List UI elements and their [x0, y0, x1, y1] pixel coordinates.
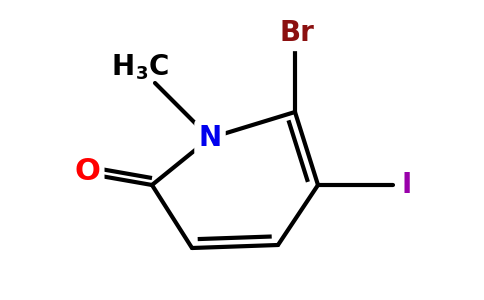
Text: H: H: [112, 53, 135, 81]
Text: O: O: [74, 157, 100, 185]
Text: C: C: [149, 53, 169, 81]
Text: N: N: [198, 124, 222, 152]
Text: Br: Br: [280, 19, 315, 47]
Text: 3: 3: [136, 65, 149, 83]
Text: I: I: [402, 171, 412, 199]
